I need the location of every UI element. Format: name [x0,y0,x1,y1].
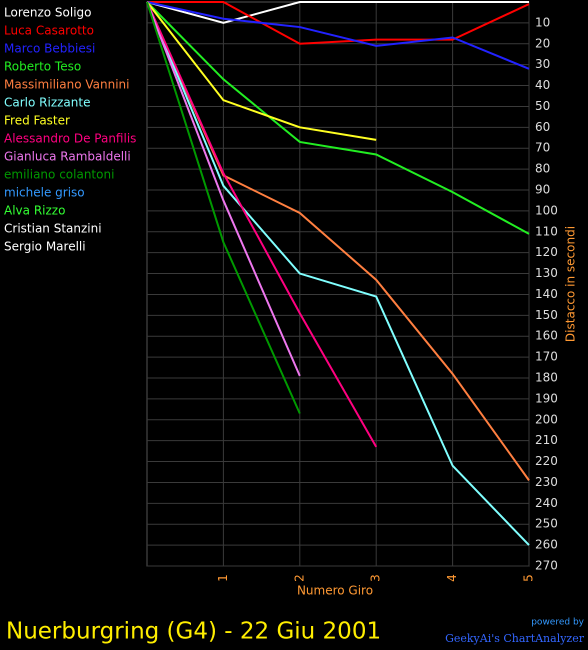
legend-entry: Alessandro De Panfilis [4,132,136,146]
x-tick-label: 3 [369,574,383,582]
series-line [147,0,530,45]
legend-entry: michele griso [4,186,85,200]
credit-top: powered by [531,618,584,628]
legend-entry: Luca Casarotto [4,24,94,38]
y-tick-label: 270 [535,559,558,573]
y-tick-label: 90 [535,183,550,197]
series-line [146,1,378,448]
y-tick-label: 150 [535,308,558,322]
series-line [146,1,530,235]
y-tick-label: 50 [535,99,550,113]
y-tick-label: 180 [535,371,558,385]
y-tick-label: 130 [535,266,558,280]
y-tick-label: 240 [535,496,558,510]
y-tick-label: 200 [535,412,558,426]
legend-entry: Marco Bebbiesi [4,42,95,56]
y-tick-label: 70 [535,141,550,155]
y-tick-label: 230 [535,475,558,489]
x-tick-label: 5 [522,574,536,582]
y-tick-label: 160 [535,329,558,343]
y-tick-label: 10 [535,15,550,29]
y-tick-label: 190 [535,391,558,405]
legend-entry: Lorenzo Soligo [4,6,92,20]
y-axis-label: Distacco in secondi [564,226,578,342]
legend-entry: Sergio Marelli [4,240,86,254]
series-line [146,1,529,24]
series-line [146,1,377,141]
y-tick-label: 80 [535,162,550,176]
credit: GeekyAi's ChartAnalyzer [445,632,585,645]
legend-entry: Massimiliano Vannini [4,78,129,92]
legend-entry: Fred Faster [4,114,70,128]
chart-title: Nuerburgring (G4) - 22 Giu 2001 [6,619,381,645]
series-line [146,1,301,377]
legend-entry: Carlo Rizzante [4,96,90,110]
x-tick-label: 2 [292,574,306,582]
legend-entry: Roberto Teso [4,60,81,74]
y-tick-label: 260 [535,538,558,552]
series-line [146,1,530,70]
series-line [146,1,301,414]
y-tick-label: 170 [535,350,558,364]
x-tick-label: 1 [216,574,230,582]
legend-entry: emiliano colantoni [4,168,114,182]
y-tick-label: 40 [535,78,550,92]
y-tick-label: 30 [535,57,550,71]
legend-entry: Alva Rizzo [4,204,65,218]
x-tick-label: 4 [445,574,459,582]
legend-entry: Gianluca Rambaldelli [4,150,131,164]
y-tick-label: 60 [535,120,550,134]
y-tick-label: 220 [535,454,558,468]
y-tick-label: 140 [535,287,558,301]
y-tick-label: 110 [535,224,558,238]
series-line [146,1,530,546]
legend-entry: Cristian Stanzini [4,222,102,236]
y-tick-label: 20 [535,36,550,50]
y-tick-label: 250 [535,517,558,531]
y-tick-label: 100 [535,203,558,217]
y-tick-label: 210 [535,433,558,447]
y-tick-label: 120 [535,245,558,259]
x-axis-label: Numero Giro [297,584,373,598]
